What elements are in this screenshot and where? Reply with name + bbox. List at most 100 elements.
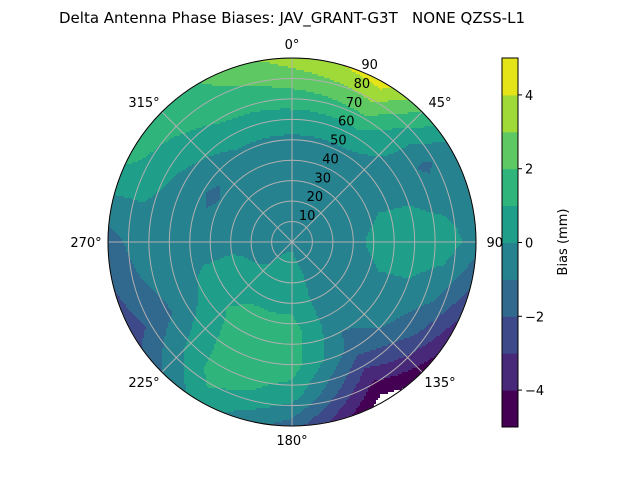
contour-cell: [206, 200, 218, 202]
contour-cell: [464, 172, 476, 174]
contour-cell: [358, 406, 374, 408]
contour-cell: [380, 88, 382, 90]
contour-cell: [446, 138, 476, 140]
contour-cell: [156, 192, 206, 194]
contour-cell: [108, 346, 138, 348]
contour-cell: [162, 352, 184, 354]
contour-cell: [472, 192, 476, 194]
contour-cell: [348, 374, 362, 376]
contour-cell: [346, 402, 360, 404]
contour-cell: [468, 264, 476, 266]
contour-cell: [402, 206, 414, 208]
contour-cell: [108, 216, 376, 218]
contour-cell: [108, 280, 110, 282]
contour-cell: [154, 116, 238, 118]
contour-cell: [434, 212, 476, 214]
contour-cell: [452, 222, 476, 224]
contour-cell: [434, 300, 458, 302]
contour-cell: [206, 206, 208, 208]
contour-cell: [458, 324, 476, 326]
contour-cell: [176, 174, 466, 176]
contour-cell: [108, 122, 150, 124]
contour-cell: [270, 406, 308, 408]
contour-cell: [142, 278, 198, 280]
contour-cell: [308, 386, 326, 388]
contour-cell: [444, 348, 476, 350]
contour-cell: [108, 86, 190, 88]
contour-cell: [416, 274, 460, 276]
contour-cell: [184, 354, 210, 356]
contour-cell: [436, 358, 476, 360]
contour-cell: [302, 364, 320, 366]
contour-cell: [162, 374, 184, 376]
contour-cell: [184, 368, 204, 370]
contour-cell: [144, 280, 198, 282]
contour-cell: [472, 286, 476, 288]
contour-cell: [306, 284, 450, 286]
contour-cell: [108, 256, 130, 258]
contour-cell: [368, 390, 394, 392]
contour-cell: [356, 386, 370, 388]
contour-cell: [206, 202, 216, 204]
contour-cell: [220, 334, 302, 336]
contour-cell: [324, 356, 342, 358]
contour-cell: [108, 288, 112, 290]
contour-cell: [108, 228, 112, 230]
contour-cell: [296, 68, 350, 70]
contour-cell: [128, 328, 146, 330]
contour-cell: [428, 114, 476, 116]
polar-grid: [107, 57, 477, 427]
contour-cell: [322, 328, 350, 330]
contour-cell: [310, 380, 328, 382]
contour-cell: [212, 350, 302, 352]
contour-cell: [144, 332, 166, 334]
contour-cell: [144, 354, 162, 356]
contour-cell: [360, 402, 376, 404]
contour-cell: [342, 406, 358, 408]
contour-cell: [204, 366, 300, 368]
contour-cell: [334, 60, 476, 62]
contour-cell: [324, 338, 344, 340]
contour-cell: [294, 254, 370, 256]
contour-cell: [458, 246, 476, 248]
contour-cell: [130, 332, 144, 334]
contour-cell: [312, 302, 430, 304]
contour-cell: [108, 116, 154, 118]
contour-cell: [436, 298, 460, 300]
contour-cell: [300, 134, 444, 136]
contour-cell: [356, 72, 370, 74]
contour-cell: [108, 324, 126, 326]
contour-cell: [126, 246, 366, 248]
contour-cell: [108, 146, 132, 148]
contour-cell: [206, 384, 268, 386]
contour-cell: [212, 188, 220, 190]
contour-cell: [202, 82, 340, 84]
contour-cell: [108, 126, 146, 128]
contour-cell: [188, 338, 218, 340]
r-tick-label: 50: [330, 134, 347, 149]
colorbar-band: [502, 94, 518, 133]
contour-cell: [228, 306, 260, 308]
contour-cell: [394, 320, 434, 322]
contour-cell: [350, 328, 424, 330]
contour-cell: [168, 306, 196, 308]
contour-cell: [118, 306, 126, 308]
contour-cell: [162, 356, 184, 358]
contour-cell: [220, 192, 472, 194]
contour-cell: [302, 332, 322, 334]
contour-cell: [192, 164, 420, 166]
contour-cell: [342, 336, 410, 338]
contour-cell: [308, 294, 440, 296]
contour-cell: [314, 306, 420, 308]
contour-cell: [188, 166, 418, 168]
contour-cell: [366, 394, 380, 396]
contour-cell: [440, 128, 476, 130]
contour-cell: [248, 258, 276, 260]
contour-cell: [108, 234, 118, 236]
contour-cell: [346, 122, 434, 124]
contour-cell: [166, 104, 346, 106]
contour-cell: [318, 370, 334, 372]
contour-cell: [108, 252, 128, 254]
contour-cell: [334, 80, 368, 82]
r-tick-labels: 10 20 30 40 50 60 70 80 90: [299, 58, 378, 224]
